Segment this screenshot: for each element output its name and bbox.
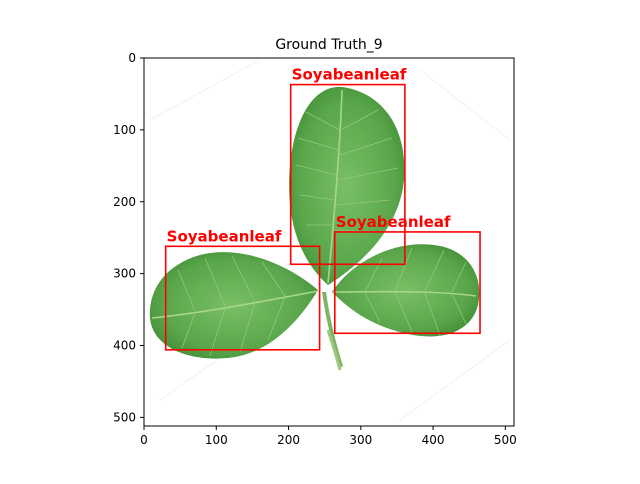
box-label: Soyabeanleaf: [167, 227, 282, 245]
plot-frame: [143, 57, 515, 427]
x-tick-label: 300: [349, 433, 372, 447]
plot-title: Ground Truth_9: [275, 37, 382, 53]
x-tick-label: 400: [422, 433, 445, 447]
y-axis: 0 100 200 300 400 500: [113, 51, 144, 424]
leaf-left: [149, 252, 319, 359]
box-label: Soyabeanleaf: [292, 66, 407, 84]
x-tick-label: 0: [140, 433, 148, 447]
bounding-boxes: [164, 83, 481, 351]
x-tick-label: 500: [494, 433, 517, 447]
y-tick-label: 400: [113, 339, 136, 353]
y-tick-label: 0: [128, 51, 136, 65]
leaf-stem: [322, 292, 343, 368]
bounding-box: [289, 83, 406, 266]
bounding-box: [164, 245, 321, 351]
bounding-box: [333, 231, 481, 335]
y-tick-label: 300: [113, 267, 136, 281]
leaf-right: [332, 244, 480, 337]
x-tick-label: 200: [277, 433, 300, 447]
image-area: [144, 58, 514, 426]
y-tick-label: 100: [113, 123, 136, 137]
y-tick-label: 500: [113, 410, 136, 424]
leaf-top: [289, 86, 405, 285]
box-label: Soyabeanleaf: [336, 213, 451, 231]
y-tick-label: 200: [113, 195, 136, 209]
x-axis: 0 100 200 300 400 500: [140, 426, 517, 447]
box-labels: Soyabeanleaf Soyabeanleaf Soyabeanleaf: [167, 66, 451, 246]
x-tick-label: 100: [205, 433, 228, 447]
